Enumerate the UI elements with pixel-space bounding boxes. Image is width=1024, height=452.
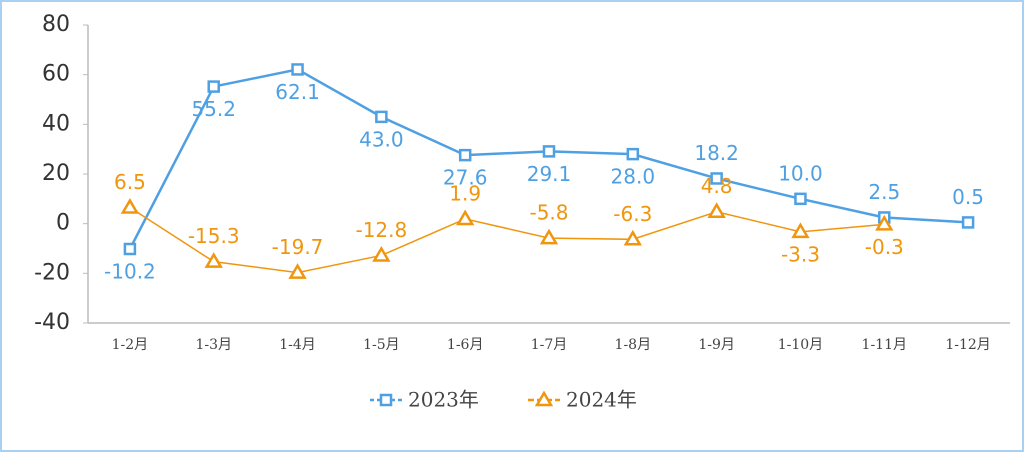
data-label: 29.1 (527, 162, 572, 186)
data-label: -0.3 (865, 235, 904, 259)
data-label: 55.2 (191, 97, 236, 121)
data-label: -10.2 (104, 259, 156, 283)
x-tick-label: 1-4月 (279, 337, 316, 353)
data-label: 28.0 (611, 165, 656, 189)
series-line (129, 206, 885, 274)
x-tick-label: 1-2月 (112, 337, 149, 353)
data-point (288, 263, 307, 279)
data-label: 1.9 (449, 181, 481, 205)
data-point (458, 148, 472, 162)
x-tick-label: 1-3月 (195, 337, 232, 353)
data-point (207, 80, 220, 93)
data-point (710, 172, 723, 185)
x-tick-label: 1-6月 (447, 337, 484, 353)
data-label: -3.3 (781, 242, 820, 266)
data-label: 2.5 (868, 180, 900, 204)
y-tick-label: -40 (34, 310, 70, 335)
data-point (291, 63, 304, 76)
data-point (123, 242, 137, 256)
x-tick-label: 1-8月 (615, 337, 652, 353)
y-tick-label: 0 (56, 211, 70, 236)
data-point (539, 228, 559, 245)
y-tick-label: -20 (34, 260, 70, 285)
y-tick-label: 40 (42, 111, 70, 136)
data-point (875, 214, 894, 231)
data-point (120, 198, 140, 214)
data-point (791, 222, 810, 239)
x-tick-label: 1-9月 (698, 337, 735, 353)
legend: 2023年 2024年 (370, 388, 637, 412)
x-tick-label: 1-7月 (531, 337, 568, 353)
data-point (456, 209, 475, 226)
legend-label: 2024年 (566, 388, 637, 412)
data-point (375, 110, 388, 124)
data-point (961, 216, 975, 229)
data-point (542, 145, 556, 158)
data-label: 0.5 (952, 185, 984, 209)
data-point (626, 147, 640, 161)
data-label: -19.7 (272, 235, 324, 259)
data-label: 4.8 (701, 174, 733, 198)
data-label: 27.6 (443, 166, 488, 190)
data-point (372, 245, 391, 262)
data-label: 6.5 (114, 170, 146, 194)
y-tick-label: 20 (42, 161, 70, 186)
data-point (707, 202, 726, 218)
legend-label: 2023年 (408, 388, 479, 412)
data-label: -15.3 (188, 224, 240, 248)
y-tick-label: 60 (42, 62, 70, 87)
data-label: 43.0 (359, 127, 404, 151)
data-point (794, 192, 807, 206)
legend-marker (379, 393, 393, 407)
y-tick-label: 80 (42, 12, 70, 37)
x-tick-label: 1-5月 (363, 337, 400, 353)
data-point (623, 229, 642, 246)
data-label: 18.2 (694, 141, 739, 165)
x-tick-label: 1-12月 (945, 337, 990, 353)
legend-marker (534, 390, 554, 407)
data-label: 62.1 (275, 80, 320, 104)
x-tick-label: 1-10月 (778, 337, 823, 353)
x-tick-label: 1-11月 (862, 337, 907, 353)
data-label: -12.8 (355, 218, 407, 242)
data-label: -5.8 (529, 201, 568, 225)
data-point (204, 252, 223, 268)
data-label: 10.0 (778, 161, 823, 185)
data-label: -6.3 (613, 202, 652, 226)
